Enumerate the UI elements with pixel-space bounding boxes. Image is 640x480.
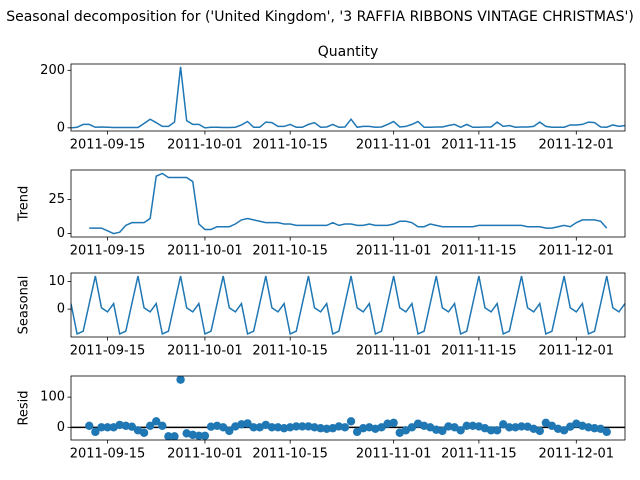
- axes-frame: [70, 375, 626, 441]
- chart-title: Seasonal decomposition for ('United King…: [6, 9, 634, 25]
- plot-area: [71, 275, 625, 336]
- data-point: [127, 422, 137, 431]
- data-point: [97, 423, 106, 432]
- data-point: [517, 422, 526, 431]
- plot-area: [71, 376, 625, 440]
- y-tick-label: 100: [40, 390, 65, 405]
- data-point: [85, 421, 94, 431]
- panel: Trend 0 25 2011-09-15 2011-10-01 2011-10-15 20…: [17, 169, 626, 259]
- data-point: [249, 423, 258, 432]
- x-tick-label: 2011-11-15: [441, 138, 517, 153]
- data-point: [103, 423, 112, 432]
- x-tick-label: 2011-11-01: [356, 344, 432, 359]
- axes-frame: [70, 63, 626, 132]
- x-tick-label: 2011-09-15: [70, 447, 146, 462]
- data-line: [71, 66, 625, 129]
- data-point: [298, 422, 307, 431]
- y-tick-label: 10: [48, 274, 65, 289]
- x-tick-label: 2011-11-01: [356, 244, 432, 259]
- data-point: [158, 421, 167, 431]
- y-tick-label: 0: [57, 302, 65, 317]
- data-point: [559, 426, 569, 435]
- x-tick-label: 2011-12-01: [539, 244, 615, 259]
- y-tick-label: 25: [48, 192, 65, 207]
- data-point: [462, 421, 471, 431]
- data-point: [377, 423, 386, 432]
- x-tick-label: 2011-12-01: [539, 138, 615, 153]
- data-point: [176, 376, 185, 384]
- x-tick-label: 2011-12-01: [539, 447, 615, 462]
- x-tick-label: 2011-10-01: [167, 447, 243, 462]
- data-point: [407, 423, 417, 432]
- data-point: [438, 426, 447, 436]
- x-tick-label: 2011-09-15: [70, 138, 146, 153]
- panel-title: Quantity: [318, 44, 379, 60]
- data-point: [194, 431, 204, 440]
- data-point: [352, 427, 362, 437]
- y-axis-label: Seasonal: [17, 276, 32, 335]
- data-point: [243, 419, 252, 428]
- data-point: [164, 432, 173, 440]
- x-tick-label: 2011-10-15: [252, 447, 328, 462]
- y-tick-label: 0: [57, 120, 65, 135]
- x-tick-label: 2011-10-15: [252, 138, 328, 153]
- data-point: [225, 426, 234, 436]
- y-tick-label: 0: [57, 420, 65, 435]
- x-tick-label: 2011-09-15: [70, 244, 146, 259]
- x-tick-label: 2011-12-01: [539, 344, 615, 359]
- x-tick-label: 2011-10-01: [167, 138, 243, 153]
- data-point: [322, 424, 331, 434]
- data-point: [492, 426, 502, 435]
- data-point: [200, 431, 210, 440]
- data-point: [145, 421, 155, 431]
- plot-area: [71, 66, 625, 129]
- panel: Resid 0 100 2011-09-15 2011-10-01 2011-10-15 2…: [17, 375, 626, 462]
- x-tick-label: 2011-10-01: [167, 344, 243, 359]
- data-point: [340, 423, 350, 432]
- x-tick-label: 2011-11-01: [356, 138, 432, 153]
- axes-frame: [70, 272, 626, 338]
- data-line: [71, 275, 625, 336]
- x-tick-label: 2011-11-15: [441, 447, 517, 462]
- data-point: [456, 426, 465, 435]
- data-point: [468, 421, 478, 431]
- data-point: [486, 426, 496, 435]
- data-point: [602, 427, 611, 437]
- data-point: [139, 428, 149, 437]
- x-tick-label: 2011-10-15: [252, 244, 328, 259]
- data-point: [590, 424, 599, 433]
- data-point: [152, 417, 161, 426]
- data-point: [505, 423, 514, 432]
- x-tick-label: 2011-11-15: [441, 244, 517, 259]
- data-point: [346, 417, 356, 426]
- data-point: [535, 426, 544, 436]
- data-point: [316, 424, 325, 433]
- data-point: [267, 423, 277, 432]
- panel: Quantity 0 200 2011-09-15 2011-10-01 2011-10-…: [40, 44, 626, 153]
- data-point: [389, 418, 398, 427]
- data-point: [218, 423, 228, 432]
- y-tick-label: 0: [57, 226, 65, 241]
- data-point: [91, 427, 100, 437]
- y-tick-label: 200: [40, 63, 65, 78]
- data-point: [170, 432, 179, 440]
- axes-frame: [70, 169, 626, 238]
- y-axis-label: Trend: [17, 186, 32, 223]
- panel: Seasonal 0 10 2011-09-15 2011-10-01 2011-10-1…: [17, 272, 626, 359]
- x-tick-label: 2011-10-01: [167, 244, 243, 259]
- x-tick-label: 2011-11-01: [356, 447, 432, 462]
- x-tick-label: 2011-11-15: [441, 344, 517, 359]
- x-tick-label: 2011-09-15: [70, 344, 146, 359]
- y-axis-label: Resid: [17, 390, 32, 425]
- plot-area: [89, 172, 608, 235]
- data-point: [292, 422, 301, 431]
- x-tick-label: 2011-10-15: [252, 344, 328, 359]
- data-line: [89, 172, 608, 235]
